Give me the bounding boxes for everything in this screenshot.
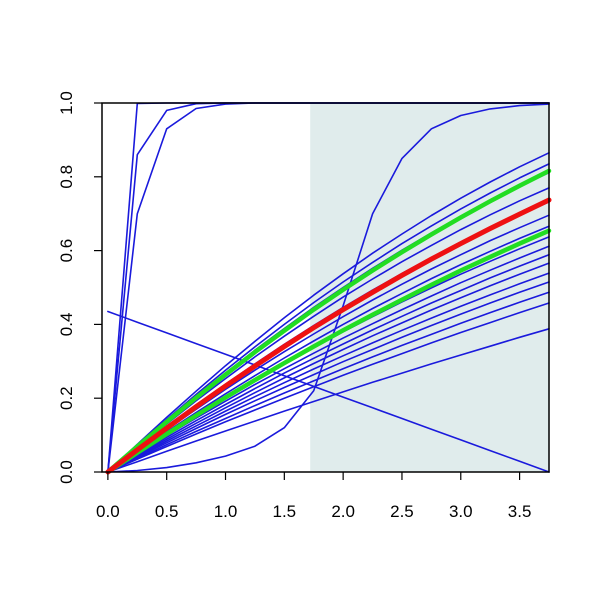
ensemble-line-17 <box>107 272 550 473</box>
ensemble-line-19 <box>107 291 550 473</box>
x-tick-label: 2.0 <box>331 502 355 521</box>
x-tick-label: 0.0 <box>96 502 120 521</box>
y-tick-label: 1.0 <box>57 91 76 115</box>
plot-frame <box>101 102 550 473</box>
ensemble-line-16 <box>107 262 550 473</box>
ensemble-line-15 <box>107 253 550 473</box>
x-tick-label: 1.5 <box>273 502 297 521</box>
y-tick-label: 0.4 <box>57 313 76 337</box>
y-tick-label: 0.8 <box>57 165 76 189</box>
x-tick-label: 3.5 <box>508 502 532 521</box>
series-layer <box>105 102 552 475</box>
ensemble-line-4 <box>107 103 550 473</box>
x-tick-label: 0.5 <box>155 502 179 521</box>
band-line-1 <box>105 168 552 475</box>
ensemble-line-21 <box>107 327 550 473</box>
ensemble-line-6 <box>107 152 550 473</box>
ensemble-line-18 <box>107 281 550 473</box>
y-tick-label: 0.6 <box>57 239 76 263</box>
x-tick-label: 3.0 <box>449 502 473 521</box>
median-line-1 <box>105 197 552 475</box>
ensemble-line-20 <box>107 302 550 473</box>
axis-layer: 0.0 0.5 1.0 1.5 2.0 2.5 3.0 3.5 0.0 0.2 0.4 0.6 0.8 1… <box>57 91 531 521</box>
band-line-2 <box>105 228 552 475</box>
x-tick-label: 2.5 <box>390 502 414 521</box>
y-tick-label: 0.2 <box>57 386 76 410</box>
y-tick-label: 0.0 <box>57 460 76 484</box>
ensemble-line-5 <box>107 310 550 473</box>
x-tick-label: 1.0 <box>214 502 238 521</box>
